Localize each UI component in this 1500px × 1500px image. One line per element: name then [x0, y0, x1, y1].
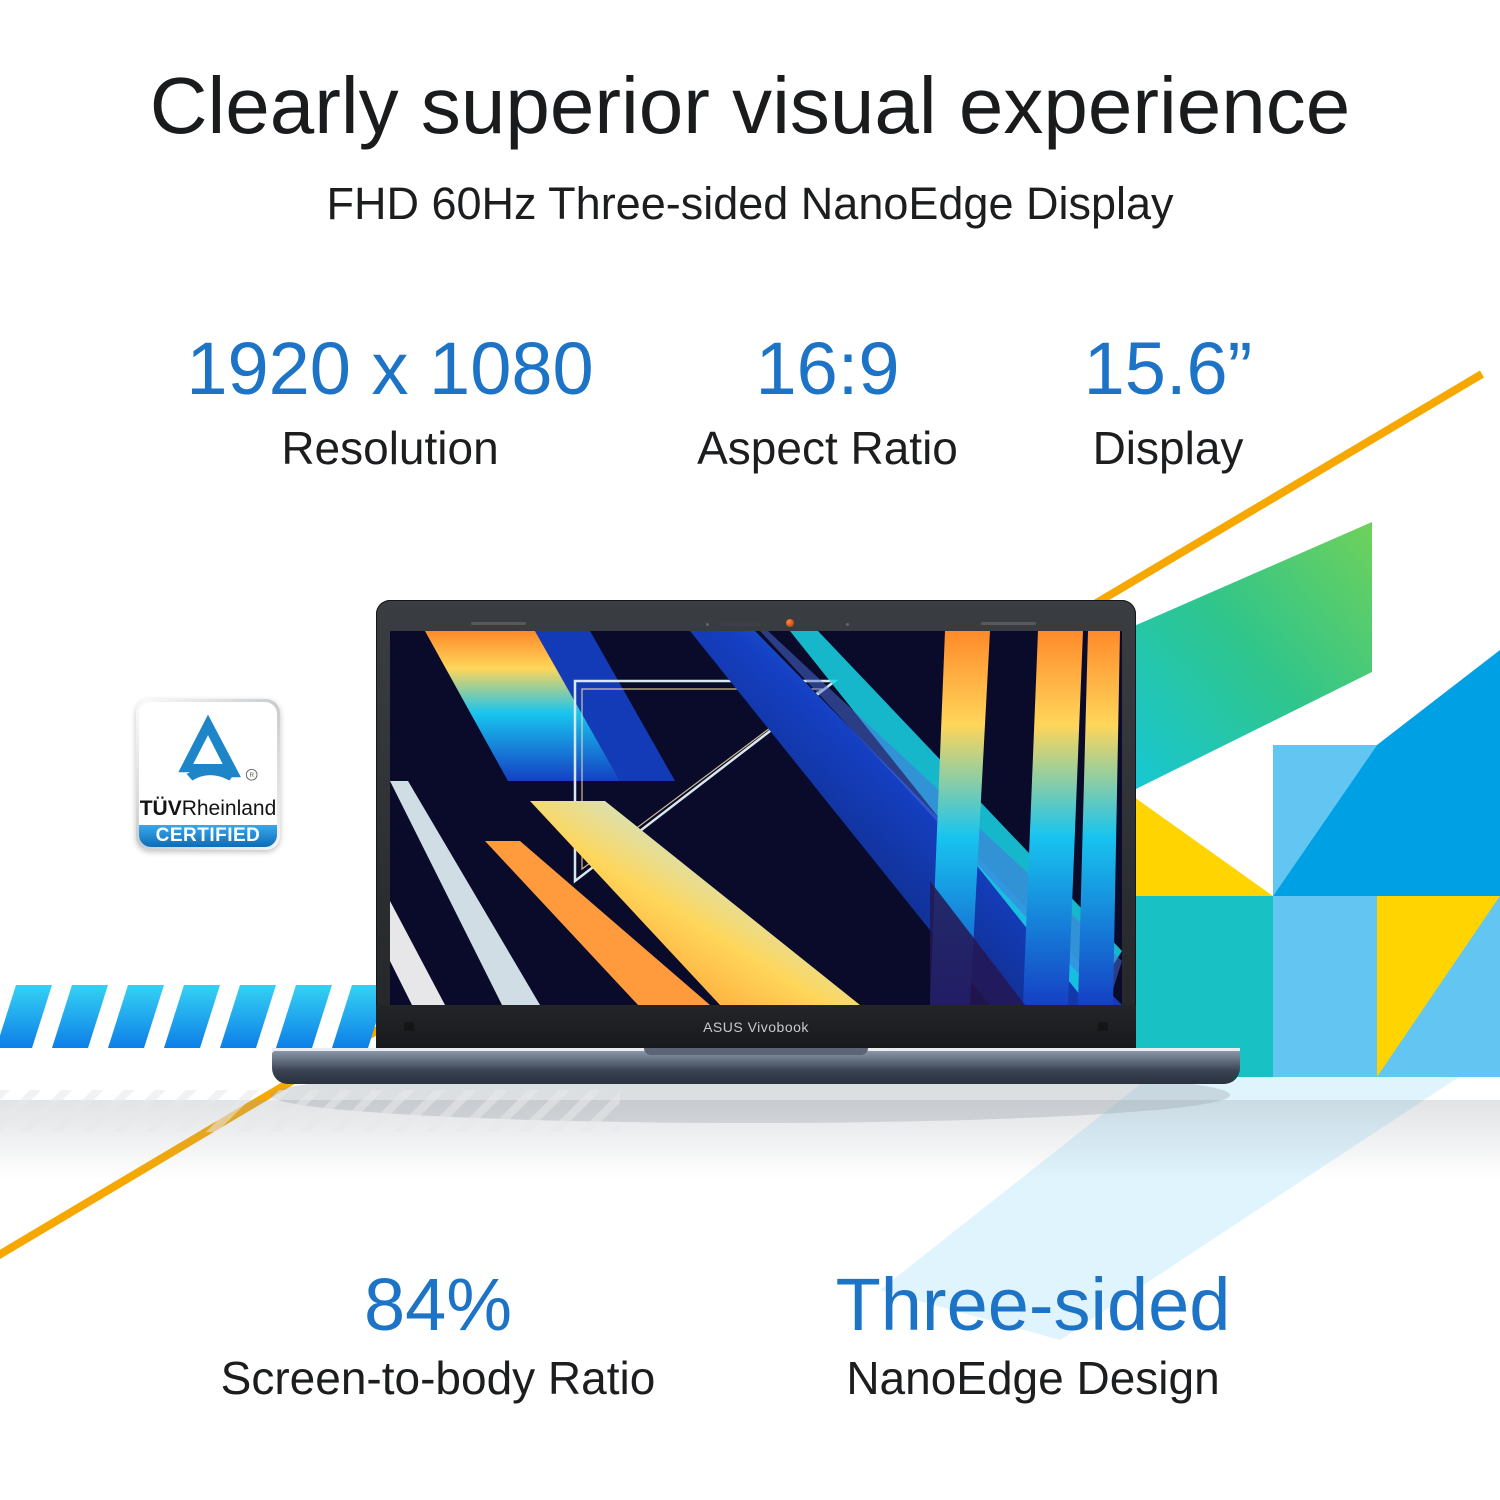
svg-text:R: R [249, 772, 254, 779]
